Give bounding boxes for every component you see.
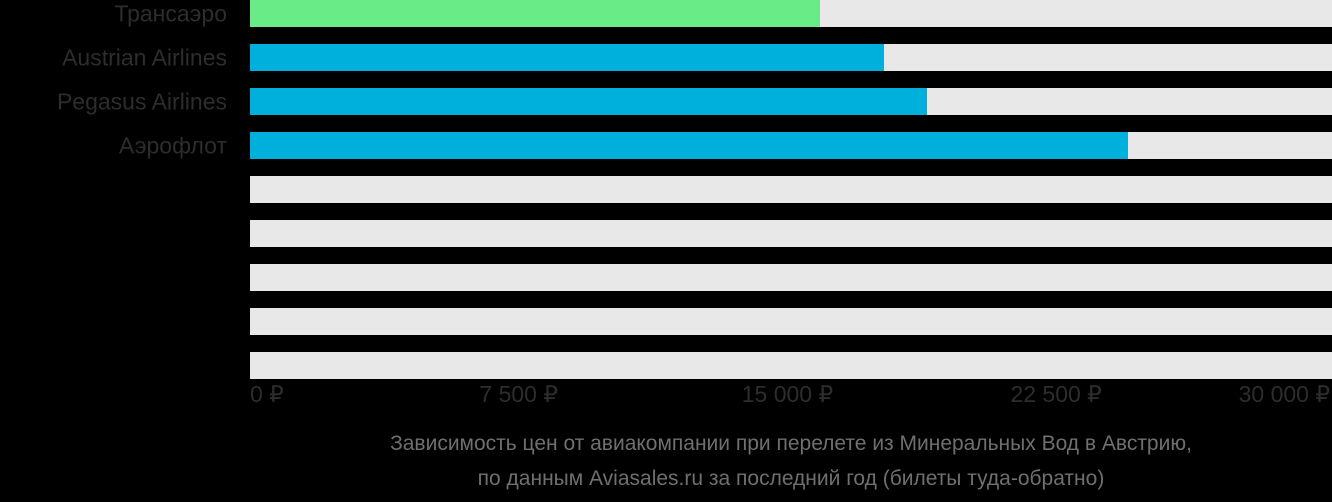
x-tick-label: 7 500 ₽ <box>479 381 558 407</box>
chart-title-line: Зависимость цен от авиакомпании при пере… <box>390 432 1192 455</box>
chart-subtitle-line: по данным Aviasales.ru за последний год … <box>477 467 1105 490</box>
category-label: Pegasus Airlines <box>56 88 227 114</box>
bar-track <box>250 44 1332 71</box>
x-tick-label: 30 000 ₽ <box>1238 381 1330 407</box>
bar-track <box>250 308 1332 335</box>
bar-row <box>0 352 1332 379</box>
bar-row <box>0 264 1332 291</box>
bar-row: Трансаэро <box>0 0 1332 27</box>
bar-track <box>250 220 1332 247</box>
bar-track <box>250 132 1332 159</box>
bar-track <box>250 352 1332 379</box>
bar-track <box>250 0 1332 27</box>
bar-row: Аэрофлот <box>0 132 1332 159</box>
x-tick-label: 22 500 ₽ <box>1010 381 1102 407</box>
x-tick-label: 0 ₽ <box>250 381 284 407</box>
bar <box>250 132 1128 159</box>
x-tick-label: 15 000 ₽ <box>741 381 834 407</box>
category-label: Аэрофлот <box>118 132 227 158</box>
category-label: Austrian Airlines <box>62 44 227 70</box>
bar <box>250 88 928 115</box>
x-axis: 0 ₽ 7 500 ₽ 15 000 ₽ 22 500 ₽ 30 000 ₽ <box>250 381 1332 407</box>
bar-track <box>250 176 1332 203</box>
bar-row: Pegasus Airlines <box>0 88 1332 115</box>
category-label: Трансаэро <box>114 0 227 26</box>
bar-row <box>0 220 1332 247</box>
bar-row <box>0 308 1332 335</box>
bar <box>250 0 820 27</box>
bar-track <box>250 264 1332 291</box>
bar <box>250 44 885 71</box>
bar-row: Austrian Airlines <box>0 44 1332 71</box>
chart-caption: Зависимость цен от авиакомпании при пере… <box>250 426 1332 496</box>
bar-track <box>250 88 1332 115</box>
bar-row <box>0 176 1332 203</box>
